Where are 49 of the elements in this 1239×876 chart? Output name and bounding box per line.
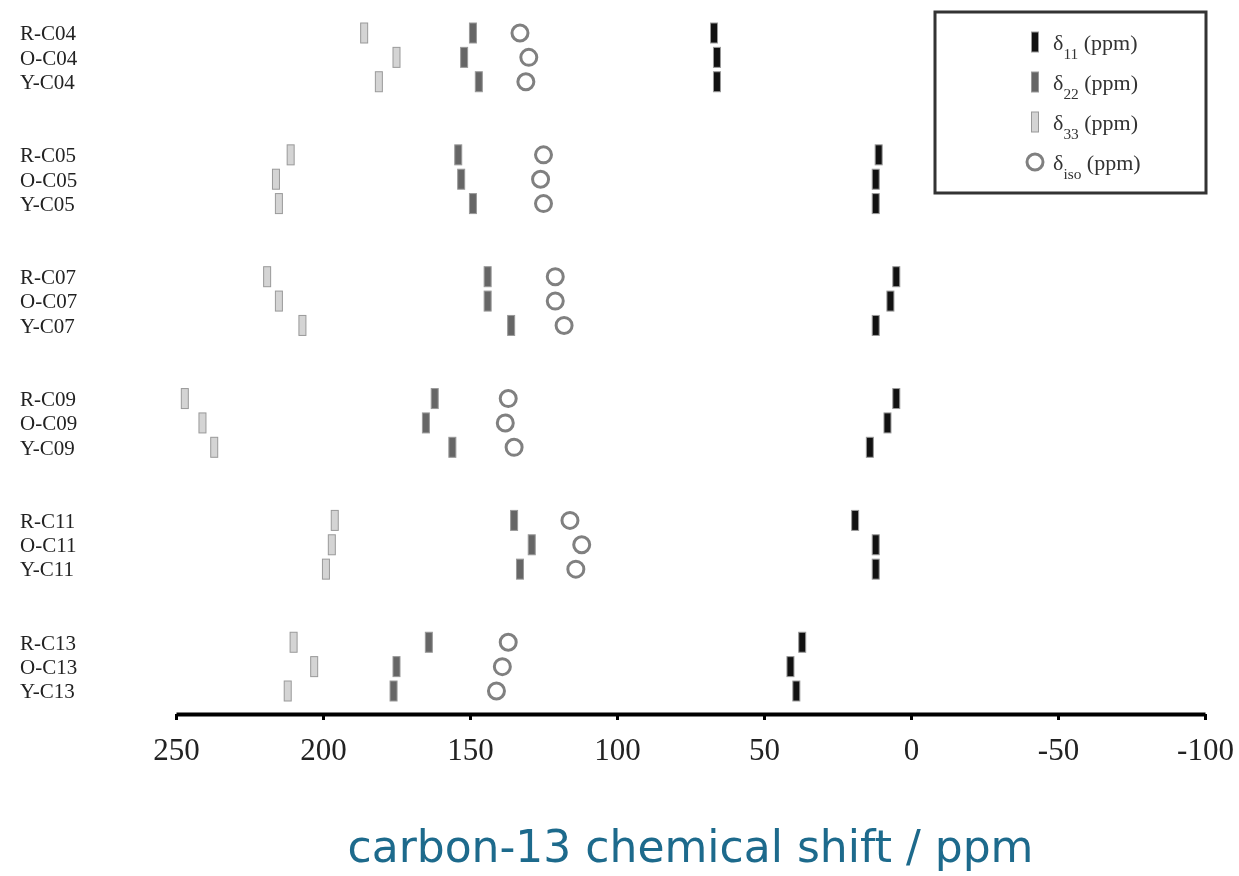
- x-tick-label: 150: [447, 732, 494, 768]
- y-tick-label: O-C05: [20, 167, 78, 192]
- point: [498, 389, 518, 409]
- point: [498, 632, 518, 652]
- point: [516, 72, 536, 92]
- y-tick-label: R-C13: [20, 630, 77, 655]
- x-tick-label: 50: [749, 732, 780, 768]
- point: [545, 267, 565, 287]
- y-tick-label: Y-C04: [20, 70, 76, 95]
- x-tick-label: -50: [1037, 732, 1080, 768]
- point: [560, 510, 580, 530]
- x-tick-label: 100: [594, 732, 641, 768]
- y-tick-label: O-C07: [20, 289, 78, 314]
- y-tick-label: Y-C07: [20, 313, 75, 338]
- x-axis-title: carbon-13 chemical shift / ppm: [347, 821, 1034, 872]
- point: [572, 535, 592, 555]
- y-tick-label: Y-C13: [20, 679, 75, 704]
- legend-label: δ$_{iso}$ (ppm): [1053, 149, 1141, 182]
- point: [545, 291, 565, 311]
- x-tick-label: 0: [903, 732, 920, 768]
- x-tick-label: -100: [1177, 732, 1234, 768]
- y-tick-label: Y-C05: [20, 191, 75, 216]
- y-tick-label: R-C07: [20, 265, 77, 290]
- y-tick-label: Y-C11: [20, 557, 75, 582]
- y-tick-label: R-C05: [20, 143, 77, 168]
- legend-label: δ$_{22}$ (ppm): [1053, 69, 1139, 102]
- y-tick-label: O-C13: [20, 654, 78, 679]
- point: [486, 681, 506, 701]
- y-tick-label: O-C04: [20, 45, 78, 70]
- y-tick-label: R-C09: [20, 386, 77, 411]
- y-tick-label: R-C11: [20, 508, 76, 533]
- point: [566, 559, 586, 579]
- point: [534, 145, 553, 165]
- point: [531, 169, 551, 189]
- x-tick-label: 200: [300, 732, 347, 768]
- legend-label: δ$_{11}$ (ppm): [1053, 29, 1138, 62]
- y-tick-label: O-C09: [20, 411, 78, 436]
- point: [510, 23, 530, 43]
- point: [554, 315, 574, 335]
- point: [519, 47, 539, 67]
- y-tick-label: R-C04: [20, 21, 77, 46]
- y-tick-label: Y-C09: [20, 435, 75, 460]
- point: [492, 657, 512, 677]
- x-tick-label: 250: [153, 732, 200, 768]
- point: [504, 437, 524, 457]
- point: [534, 194, 553, 214]
- legend-label: δ$_{33}$ (ppm): [1053, 109, 1139, 142]
- point: [495, 413, 515, 433]
- y-tick-label: O-C11: [20, 533, 77, 558]
